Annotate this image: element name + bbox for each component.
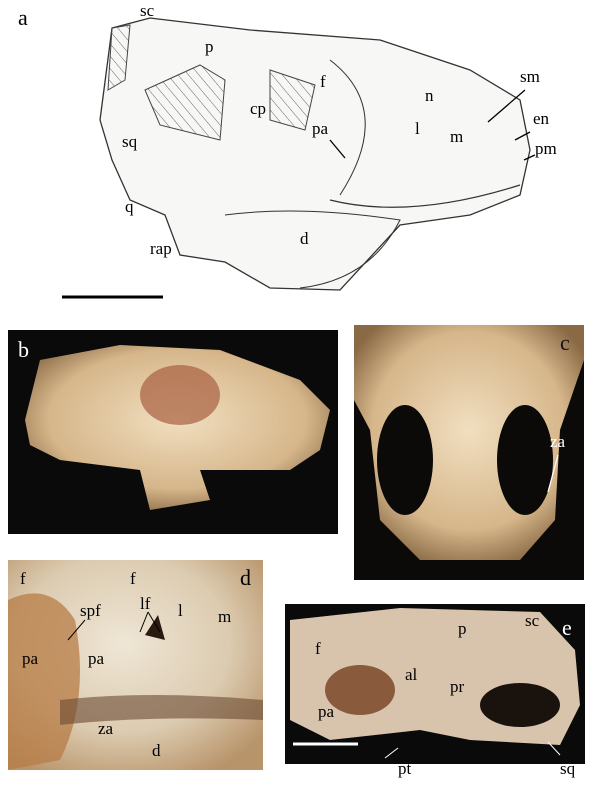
panel-letter: a (18, 5, 28, 30)
label: sc (525, 611, 540, 630)
label: pm (535, 139, 557, 158)
label: l (415, 119, 420, 138)
label: d (300, 229, 309, 248)
label: pa (312, 119, 329, 138)
panel-e: e sc p f al pr pa sq pt (285, 604, 585, 778)
panel-letter: e (562, 615, 572, 640)
orbit (140, 365, 220, 425)
label: lf (140, 594, 151, 613)
panel-c: c za (354, 325, 584, 580)
pointer (147, 611, 161, 633)
panel-letter: b (18, 337, 29, 362)
label: pt (398, 759, 412, 778)
pointer (329, 139, 346, 159)
zygomatic-line (329, 184, 521, 208)
region (480, 683, 560, 727)
panel-b: b (8, 330, 338, 534)
label: al (405, 665, 418, 684)
label: d (152, 741, 161, 760)
label: m (450, 127, 463, 146)
label: f (130, 569, 136, 588)
label: za (550, 432, 566, 451)
label: f (320, 72, 326, 91)
label: pr (450, 677, 465, 696)
panel-d: d f f l m lf spf pa pa za d (8, 560, 263, 770)
jaw-line (224, 210, 401, 289)
orbit (377, 405, 433, 515)
specimen (25, 345, 330, 510)
label: m (218, 607, 231, 626)
region (8, 593, 80, 770)
pointer (384, 747, 399, 759)
label: rap (150, 239, 172, 258)
label: p (205, 37, 214, 56)
label: l (178, 601, 183, 620)
label: cp (250, 99, 266, 118)
label: za (98, 719, 114, 738)
pointer (67, 619, 86, 641)
panel-a: a sc p f cp pa n l m sm en pm sq q rap d (18, 1, 557, 299)
panel-letter: c (560, 330, 570, 355)
label: p (458, 619, 467, 638)
label: sm (520, 67, 540, 86)
label: sc (140, 1, 155, 20)
label: f (20, 569, 26, 588)
orbit (497, 405, 553, 515)
region (60, 695, 263, 725)
pointer (547, 454, 559, 493)
label: sq (122, 132, 138, 151)
label: en (533, 109, 550, 128)
label: pa (318, 702, 335, 721)
hatched-area (144, 64, 226, 141)
hatched-area (107, 24, 131, 91)
label: n (425, 86, 434, 105)
pointer (514, 131, 531, 141)
label: pa (22, 649, 39, 668)
label: sq (560, 759, 576, 778)
label: q (125, 197, 134, 216)
label: spf (80, 601, 101, 620)
panel-letter: d (240, 565, 251, 590)
pointer (139, 611, 149, 633)
orbit-line (329, 59, 366, 196)
label: f (315, 639, 321, 658)
label: pa (88, 649, 105, 668)
pointer (523, 154, 536, 161)
region (325, 665, 395, 715)
pointer (487, 89, 526, 123)
pointer (547, 741, 561, 756)
hatched-area (269, 69, 316, 131)
foramen (145, 615, 165, 640)
